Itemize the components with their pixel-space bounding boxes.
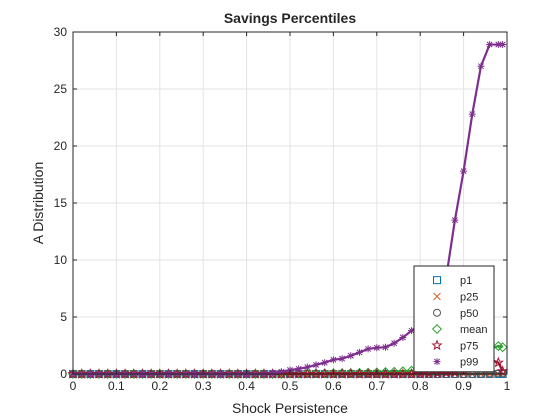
data-point-p75 (414, 367, 426, 379)
data-point-p99 (390, 339, 398, 347)
data-point-p75 (345, 368, 357, 379)
x-tick-label: 0.9 (455, 379, 472, 393)
data-point-p99 (468, 110, 476, 118)
data-point-mean (354, 367, 365, 378)
data-point-p99 (338, 355, 346, 363)
legend-item-mean: mean (431, 324, 488, 336)
data-point-p99 (277, 368, 285, 376)
x-tick-label: 0.5 (282, 379, 299, 393)
data-point-mean (345, 367, 356, 378)
data-point-p99 (486, 41, 494, 49)
x-axis-label: Shock Persistence (232, 400, 348, 416)
data-point-p99 (269, 369, 277, 377)
x-tick-label: 0.7 (368, 379, 385, 393)
data-point-mean (337, 368, 348, 379)
data-point-p99 (451, 216, 459, 224)
data-point-mean (371, 367, 382, 378)
data-point-p75 (405, 367, 418, 379)
legend-marker-p1 (433, 276, 441, 285)
data-point-p99 (347, 352, 355, 360)
x-tick-label: 1 (504, 379, 511, 393)
x-tick-label: 0.4 (238, 379, 255, 393)
y-axis-label: A Distribution (30, 162, 46, 244)
legend-label: p75 (460, 340, 478, 352)
x-tick-label: 0 (70, 379, 77, 393)
legend-marker-p99 (433, 358, 441, 366)
legend-item-p99: p99 (433, 357, 478, 369)
legend-label: p1 (460, 275, 472, 287)
data-point-p99 (477, 62, 485, 70)
data-point-p99 (460, 167, 468, 175)
data-point-p99 (295, 365, 303, 373)
data-point-p99 (499, 41, 507, 49)
data-point-p75 (336, 368, 348, 379)
y-tick-label: 5 (60, 310, 67, 324)
data-point-mean (497, 342, 508, 353)
data-point-p99 (494, 41, 502, 49)
legend-item-p50: p50 (433, 308, 478, 320)
data-point-p75 (371, 368, 383, 379)
x-tick-label: 0.6 (325, 379, 342, 393)
legend-marker-p25 (433, 292, 441, 301)
legend-label: mean (460, 324, 488, 336)
legend-label: p99 (460, 357, 478, 369)
data-point-p99 (381, 343, 389, 351)
data-point-p99 (408, 327, 416, 335)
data-point-p75 (293, 368, 305, 379)
data-point-p99 (321, 359, 329, 367)
chart-title: Savings Percentiles (224, 10, 357, 26)
data-point-p75 (319, 368, 331, 379)
data-point-p75 (353, 368, 366, 379)
data-point-p75 (388, 368, 400, 379)
x-tick-label: 0.8 (412, 379, 429, 393)
data-point-p75 (362, 368, 374, 379)
y-tick-label: 15 (54, 196, 68, 210)
legend-marker-p75 (431, 339, 443, 351)
data-point-p75 (492, 356, 504, 368)
data-point-p99 (355, 348, 363, 356)
data-point-mean (311, 368, 322, 379)
data-point-p75 (379, 368, 392, 379)
y-tick-label: 20 (54, 139, 68, 153)
data-point-p75 (327, 368, 340, 379)
data-point-p99 (312, 361, 320, 369)
data-point-mean (319, 368, 330, 379)
legend-item-p25: p25 (433, 291, 478, 303)
legend-label: p50 (460, 308, 478, 320)
data-point-p99 (373, 344, 381, 352)
legend-marker-mean (431, 324, 443, 335)
legend-item-p1: p1 (433, 275, 472, 287)
data-point-p99 (364, 345, 372, 353)
data-point-p75 (301, 368, 313, 379)
y-tick-label: 25 (54, 82, 68, 96)
data-point-p75 (497, 365, 509, 376)
legend-marker-p50 (433, 308, 441, 317)
data-point-mean (363, 367, 374, 378)
x-tick-label: 0.3 (195, 379, 212, 393)
legend-item-p75: p75 (431, 339, 478, 352)
data-point-p99 (303, 363, 311, 371)
data-point-p75 (397, 368, 409, 379)
data-point-p75 (310, 368, 322, 379)
data-point-p99 (399, 334, 407, 342)
axis-ticks: 0 0.1 0.2 0.3 0.4 0.5 0.6 0.7 0.8 0.9 105101520253… (54, 25, 511, 393)
y-tick-label: 0 (60, 367, 67, 381)
x-tick-label: 0.2 (151, 379, 168, 393)
x-tick-label: 0.1 (108, 379, 125, 393)
data-point-mean (328, 368, 339, 379)
data-point-p99 (329, 356, 337, 364)
y-tick-label: 10 (54, 253, 68, 267)
legend: p1 p25 p50 mean p75 p99 (413, 265, 495, 373)
y-tick-label: 30 (54, 25, 68, 39)
data-point-p75 (284, 368, 296, 379)
legend-label: p25 (460, 291, 478, 303)
legend-box (413, 265, 495, 373)
